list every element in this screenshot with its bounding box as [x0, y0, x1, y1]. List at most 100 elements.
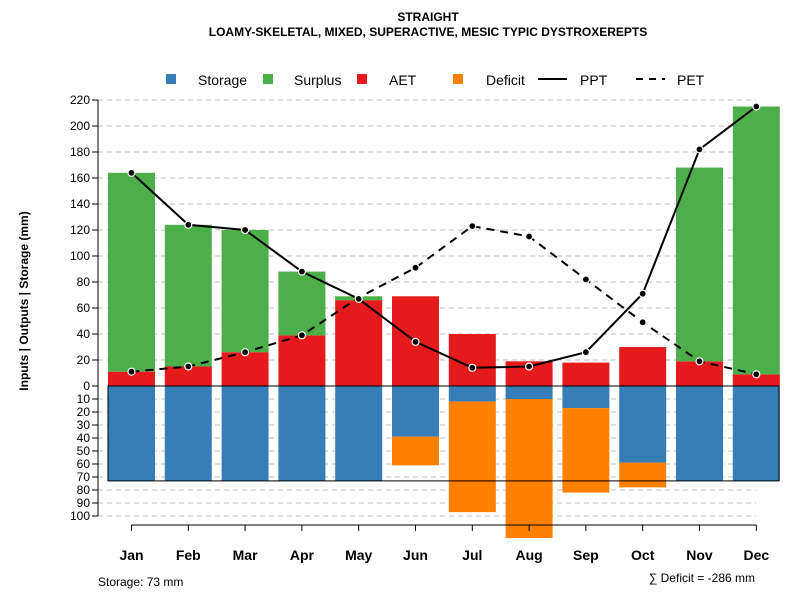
point-pet	[752, 370, 761, 379]
bar-aet	[164, 366, 212, 386]
point-pet	[524, 232, 534, 241]
bar-surplus	[278, 271, 326, 336]
bar-storage	[221, 386, 269, 481]
point-pet	[184, 362, 193, 371]
point-ppt	[354, 294, 363, 303]
y-tick-label-upper: 100	[70, 249, 90, 263]
chart-title: STRAIGHT	[397, 10, 459, 24]
legend-label-surplus: Surplus	[294, 72, 341, 88]
y-tick-label-lower: 100	[70, 509, 90, 523]
y-tick-label-lower: 10	[77, 392, 91, 406]
bar-aet	[335, 300, 383, 386]
bar-deficit	[562, 408, 610, 493]
series-line-ppt	[130, 105, 757, 369]
y-tick-label-upper: 160	[70, 171, 90, 185]
series-lines	[127, 102, 761, 379]
y-tick-label-lower: 70	[77, 470, 91, 484]
y-tick-label-lower: 80	[77, 483, 91, 497]
bar-aet	[108, 371, 155, 386]
x-tick-label: Mar	[233, 547, 258, 563]
point-ppt	[241, 225, 250, 235]
bar-surplus	[221, 230, 269, 353]
point-ppt	[468, 363, 477, 372]
y-tick-label-lower: 50	[77, 444, 91, 458]
legend-label-storage: Storage	[198, 72, 247, 88]
bar-storage	[732, 386, 780, 481]
x-tick-label: Oct	[631, 547, 655, 563]
x-tick-label: Feb	[176, 547, 201, 563]
bar-surplus	[108, 172, 155, 372]
y-tick-label-upper: 180	[70, 145, 90, 159]
y-tick-label-upper: 20	[77, 353, 91, 367]
bar-aet	[278, 335, 326, 386]
y-tick-label-upper: 80	[77, 275, 91, 289]
point-pet	[468, 222, 477, 231]
point-pet	[127, 367, 136, 376]
bar-aet	[562, 362, 610, 386]
bar-storage	[505, 386, 553, 399]
y-tick-label-upper: 0	[83, 379, 90, 393]
legend-label-ppt: PPT	[580, 72, 608, 88]
bar-deficit	[392, 436, 439, 466]
y-tick-label-lower: 20	[77, 405, 91, 419]
y-tick-label-upper: 60	[77, 301, 91, 315]
y-tick-label-upper: 120	[70, 223, 90, 237]
x-tick-label: Apr	[290, 547, 315, 563]
point-pet	[411, 263, 420, 272]
bar-aet	[221, 352, 269, 386]
point-ppt	[411, 337, 420, 346]
y-tick-label-upper: 220	[70, 93, 90, 107]
point-pet	[638, 318, 647, 327]
point-pet	[695, 357, 704, 366]
bar-storage	[108, 386, 155, 481]
x-axis-ticks: Jan Feb Mar Apr May Jun Jul Aug Sep Oct Nov Dec	[119, 524, 769, 563]
bar-surplus	[164, 224, 212, 367]
legend-label-pet: PET	[677, 72, 705, 88]
legend-label-deficit: Deficit	[486, 72, 525, 88]
point-ppt	[127, 168, 136, 177]
y-tick-label-lower: 90	[77, 496, 91, 510]
bar-storage	[164, 386, 212, 481]
bar-deficit	[619, 462, 667, 488]
bar-storage	[619, 386, 667, 463]
x-tick-label: Aug	[515, 547, 542, 563]
y-tick-label-lower: 40	[77, 431, 91, 445]
series-line-pet	[131, 225, 757, 376]
bar-storage	[392, 386, 439, 437]
bar-surplus	[676, 167, 723, 362]
y-axis-ticks: 0204060801001201401601802002201020304050…	[70, 93, 99, 523]
y-axis-label: Inputs | Outputs | Storage (mm)	[17, 211, 31, 390]
x-tick-label: Dec	[743, 547, 769, 563]
bar-storage	[676, 386, 723, 481]
legend-swatch-storage	[166, 74, 176, 84]
y-tick-label-upper: 40	[77, 327, 91, 341]
y-tick-label-upper: 200	[70, 119, 90, 133]
point-ppt	[695, 145, 704, 154]
point-ppt	[581, 348, 591, 357]
point-ppt	[184, 220, 193, 229]
bar-aet	[619, 347, 667, 386]
point-pet	[581, 275, 591, 284]
bar-deficit	[448, 401, 496, 513]
legend-swatch-surplus	[263, 74, 273, 84]
x-tick-label: Jul	[462, 547, 482, 563]
y-tick-label-lower: 60	[77, 457, 91, 471]
y-tick-label-lower: 30	[77, 418, 91, 432]
point-ppt	[297, 267, 306, 276]
x-tick-label: Jan	[119, 547, 143, 563]
point-ppt	[638, 289, 647, 298]
legend-swatch-aet	[357, 74, 367, 84]
storage-note: Storage: 73 mm	[98, 575, 183, 589]
x-tick-label: May	[345, 547, 372, 563]
bar-storage	[562, 386, 610, 409]
bar-deficit	[505, 399, 553, 539]
point-pet	[241, 348, 250, 357]
point-ppt	[524, 362, 534, 371]
bars	[107, 106, 780, 539]
legend: Storage Surplus AET Deficit PPT PET	[166, 72, 705, 88]
chart-subtitle: LOAMY-SKELETAL, MIXED, SUPERACTIVE, MESI…	[209, 25, 648, 39]
bar-storage	[335, 386, 383, 481]
deficit-note: ∑ Deficit = -286 mm	[649, 571, 755, 585]
legend-swatch-deficit	[453, 74, 463, 84]
